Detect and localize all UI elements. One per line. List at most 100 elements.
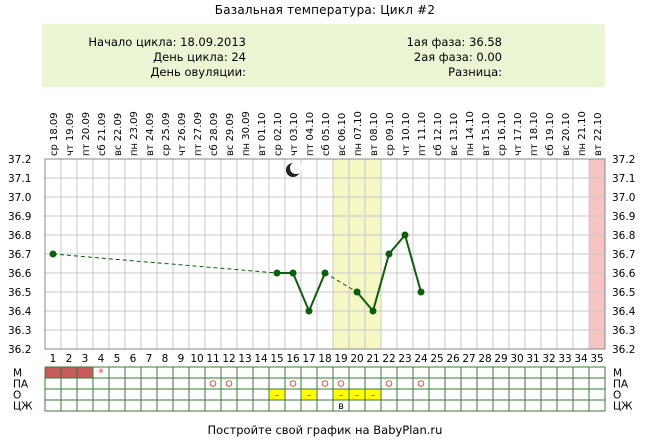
- dashed-temperature-segment: [52, 253, 278, 274]
- temperature-point: [401, 231, 409, 239]
- date-label: чт 10.10: [401, 112, 412, 156]
- o-marker-cell: [301, 389, 317, 400]
- dashed-temperature-segment: [324, 272, 358, 293]
- day-number-label: 12: [222, 353, 235, 365]
- y-tick-label-left: 36.5: [8, 287, 31, 299]
- day-number-label: 1: [50, 353, 57, 365]
- temperature-point: [305, 307, 313, 315]
- temperature-segment: [372, 253, 390, 312]
- chart-title: Базальная температура: Цикл #2: [214, 3, 436, 17]
- y-tick-label-left: 36.7: [8, 249, 31, 261]
- date-label: чт 26.09: [177, 112, 188, 156]
- date-label: сб 28.09: [209, 113, 220, 156]
- y-tick-label-right: 36.3: [612, 325, 635, 337]
- date-label: пн 14.10: [465, 111, 476, 156]
- temperature-point: [49, 250, 57, 258]
- date-label: вс 22.09: [113, 113, 124, 156]
- day-number-label: 25: [430, 353, 443, 365]
- temperature-segment: [292, 272, 310, 312]
- czh-mark: в: [338, 401, 344, 412]
- date-label: чт 19.09: [65, 112, 76, 156]
- row-label-left: ЦЖ: [13, 401, 33, 413]
- date-label: ср 09.10: [385, 112, 396, 156]
- day-number-label: 27: [462, 353, 475, 365]
- row-label-left: ПА: [13, 379, 29, 391]
- pa-marker: [289, 380, 297, 387]
- date-label: вс 20.10: [561, 113, 572, 156]
- day-number-label: 23: [398, 353, 411, 365]
- temperature-points: [49, 231, 425, 315]
- day-number-labels: 1 2 3 4 5 6 7 8 9 10 11 12 13 14 15 16 17 18 19 20 21 22 23 24 2…: [50, 353, 604, 365]
- o-marker-dash: –: [355, 391, 360, 401]
- day-number-label: 18: [318, 353, 331, 365]
- day-number-label: 30: [510, 353, 523, 365]
- phase2-text: 2ая фаза: 0.00: [413, 50, 502, 64]
- y-tick-label-right: 37.2: [612, 154, 635, 166]
- day-number-label: 19: [334, 353, 347, 365]
- difference-text: Разница:: [448, 65, 502, 79]
- footer-link[interactable]: Постройте свой график на BabyPlan.ru: [207, 423, 443, 437]
- day-number-label: 6: [130, 353, 137, 365]
- symptom-table: – – – – –*вМ МПА ПАО ОЦЖ ЦЖ: [13, 366, 633, 413]
- o-marker-dash: –: [307, 391, 312, 401]
- day-number-label: 13: [238, 353, 251, 365]
- day-number-label: 9: [178, 353, 185, 365]
- date-label: ср 02.10: [273, 112, 284, 156]
- date-label: вс 06.10: [337, 113, 348, 156]
- date-label: вт 22.10: [593, 112, 604, 156]
- temperature-point: [417, 288, 425, 296]
- date-label: вс 29.09: [225, 113, 236, 156]
- o-marker-cell: [333, 389, 349, 400]
- menses-star: *: [98, 366, 104, 380]
- date-label: ср 18.09: [49, 112, 60, 156]
- menses-cell: [61, 367, 77, 378]
- date-label: пт 27.09: [193, 112, 204, 156]
- y-tick-label-left: 36.3: [8, 325, 31, 337]
- moon-icon-cutout: [290, 162, 302, 174]
- pa-marker: [209, 380, 217, 387]
- day-number-label: 14: [254, 353, 268, 365]
- y-tick-label-right: 36.5: [612, 287, 635, 299]
- pa-marker: [225, 380, 233, 387]
- row-label-right: М: [613, 368, 622, 380]
- y-tick-label-right: 36.2: [612, 344, 635, 356]
- y-tick-label-left: 36.9: [8, 211, 31, 223]
- pa-marker: [337, 380, 345, 387]
- menses-cell: [45, 367, 61, 378]
- date-label: ср 25.09: [161, 112, 172, 156]
- day-number-label: 3: [82, 353, 89, 365]
- date-labels: ср 18.09 чт 19.09 пт 20.09 сб 21.09 вс 22.09…: [49, 111, 604, 156]
- y-tick-label-right: 36.7: [612, 249, 635, 261]
- pa-marker: [417, 380, 425, 387]
- day-number-label: 22: [382, 353, 395, 365]
- y-tick-label-left: 36.8: [8, 230, 31, 242]
- date-label: пт 20.09: [81, 112, 92, 156]
- date-label: пт 11.10: [417, 112, 428, 156]
- y-tick-label-left: 36.4: [8, 306, 32, 318]
- row-label-right: ЦЖ: [613, 401, 633, 413]
- day-number-label: 17: [302, 353, 315, 365]
- row-label-right: О: [613, 390, 621, 402]
- y-tick-label-left: 37.2: [8, 154, 31, 166]
- day-number-label: 33: [558, 353, 571, 365]
- date-label: вт 08.10: [369, 112, 380, 156]
- day-number-label: 11: [206, 353, 219, 365]
- o-marker-dash: –: [371, 391, 376, 401]
- y-tick-label-right: 36.9: [612, 211, 635, 223]
- date-label: пт 18.10: [529, 112, 540, 156]
- row-label-right: ПА: [613, 379, 629, 391]
- o-marker-cell: [349, 389, 365, 400]
- o-marker-dash: –: [339, 391, 344, 401]
- y-tick-label-right: 36.4: [612, 306, 636, 318]
- day-number-label: 15: [270, 353, 283, 365]
- date-label: пн 21.10: [577, 111, 588, 156]
- temperature-point: [321, 269, 329, 277]
- date-label: вт 24.09: [145, 112, 156, 156]
- date-label: пн 23.09: [129, 111, 140, 156]
- y-tick-label-left: 37.1: [8, 173, 31, 185]
- temperature-point: [353, 288, 361, 296]
- temperature-point: [385, 250, 393, 258]
- day-number-label: 31: [526, 353, 539, 365]
- temperature-segment: [404, 234, 422, 293]
